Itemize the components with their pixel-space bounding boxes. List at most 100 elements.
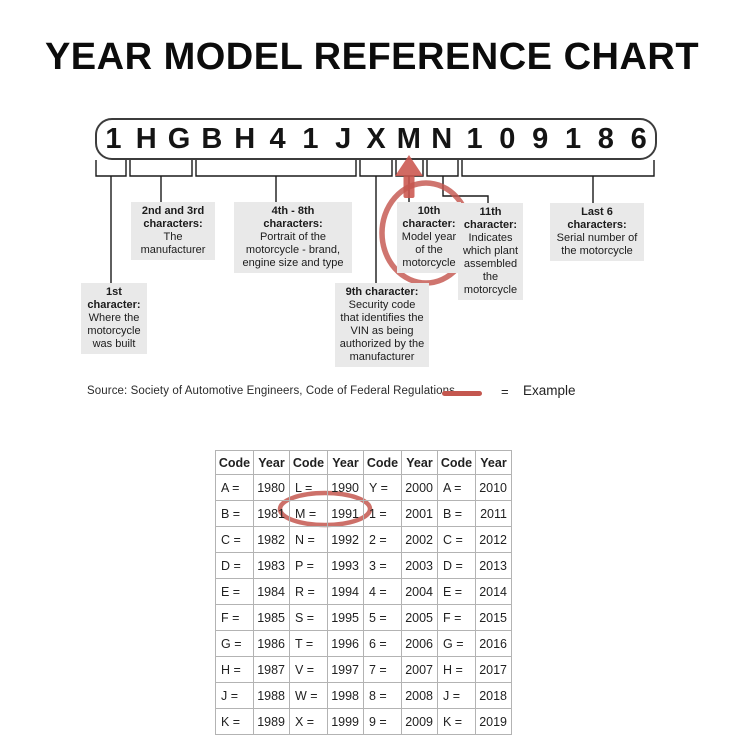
- table-row: F = 1985 S = 1995 5 = 2005 F = 2015: [215, 604, 512, 631]
- vin-character: G: [167, 123, 191, 155]
- source-text: Source: Society of Automotive Engineers,…: [87, 385, 455, 397]
- code-cell: P =: [289, 552, 328, 579]
- year-cell: 1984: [253, 578, 290, 605]
- table-header-cell: Year: [401, 450, 438, 475]
- year-cell: 1999: [327, 708, 364, 735]
- code-cell: G =: [215, 630, 254, 657]
- table-row: D = 1983 P = 1993 3 = 2003 D = 2013: [215, 552, 512, 579]
- page-title: YEAR MODEL REFERENCE CHART: [44, 36, 700, 78]
- code-cell: J =: [437, 682, 476, 709]
- year-cell: 1994: [327, 578, 364, 605]
- vin-character: X: [366, 123, 386, 155]
- code-cell: A =: [215, 474, 254, 501]
- code-cell: F =: [215, 604, 254, 631]
- year-cell: 2015: [475, 604, 512, 631]
- callout-2nd-3rd-characters: 2nd and 3rd characters: The manufacturer: [131, 202, 215, 260]
- code-cell: W =: [289, 682, 328, 709]
- vin-character: 1: [564, 123, 582, 155]
- code-cell: L =: [289, 474, 328, 501]
- table-header-cell: Code: [289, 450, 328, 475]
- year-cell: 1982: [253, 526, 290, 553]
- year-cell: 2016: [475, 630, 512, 657]
- code-cell: 8 =: [363, 682, 402, 709]
- year-cell: 1995: [327, 604, 364, 631]
- code-cell: V =: [289, 656, 328, 683]
- code-cell: 4 =: [363, 578, 402, 605]
- vin-character: 1: [302, 123, 319, 155]
- code-cell: Y =: [363, 474, 402, 501]
- code-cell: D =: [215, 552, 254, 579]
- year-cell: 2017: [475, 656, 512, 683]
- code-cell: 7 =: [363, 656, 402, 683]
- year-cell: 2004: [401, 578, 438, 605]
- year-cell: 1998: [327, 682, 364, 709]
- vin-character: 6: [630, 123, 647, 155]
- code-cell: C =: [437, 526, 476, 553]
- code-cell: B =: [437, 500, 476, 527]
- year-cell: 2001: [401, 500, 438, 527]
- year-cell: 2010: [475, 474, 512, 501]
- vin-character: B: [201, 123, 223, 155]
- code-cell: 6 =: [363, 630, 402, 657]
- code-cell: S =: [289, 604, 328, 631]
- table-header-cell: Year: [327, 450, 364, 475]
- year-cell: 2005: [401, 604, 438, 631]
- vin-character: 8: [597, 123, 614, 155]
- table-row: A = 1980 L = 1990 Y = 2000 A = 2010: [215, 474, 512, 501]
- table-header-cell: Code: [215, 450, 254, 475]
- year-cell: 1996: [327, 630, 364, 657]
- callout-4th-8th-characters: 4th - 8th characters: Portrait of the mo…: [234, 202, 352, 273]
- code-cell: 5 =: [363, 604, 402, 631]
- year-cell: 2011: [475, 500, 512, 527]
- vin-character: 9: [532, 123, 549, 155]
- vin-character: M: [396, 123, 421, 155]
- code-cell: J =: [215, 682, 254, 709]
- year-cell: 2014: [475, 578, 512, 605]
- code-cell: M =: [289, 500, 328, 527]
- red-arrow-annotation: [395, 155, 423, 198]
- year-cell: 2018: [475, 682, 512, 709]
- callout-last-6-characters: Last 6 characters: Serial number of the …: [550, 203, 644, 261]
- vin-character: N: [431, 123, 453, 155]
- code-cell: G =: [437, 630, 476, 657]
- callout-heading: Last 6 characters:: [567, 206, 627, 231]
- year-cell: 2009: [401, 708, 438, 735]
- table-header-row: Code Year Code Year Code Year Code Year: [215, 450, 512, 475]
- code-cell: K =: [215, 708, 254, 735]
- year-cell: 1986: [253, 630, 290, 657]
- year-cell: 1997: [327, 656, 364, 683]
- code-cell: E =: [215, 578, 254, 605]
- callout-1st-character: 1st character: Where the motorcycle was …: [81, 283, 147, 354]
- callout-body: Model year of the motorcycle: [401, 231, 457, 269]
- year-cell: 2002: [401, 526, 438, 553]
- callout-heading: 2nd and 3rd characters:: [141, 205, 205, 230]
- example-legend-line: [442, 391, 482, 396]
- table-row: C = 1982 N = 1992 2 = 2002 C = 2012: [215, 526, 512, 553]
- table-header-cell: Code: [363, 450, 402, 475]
- table-header-cell: Code: [437, 450, 476, 475]
- code-cell: F =: [437, 604, 476, 631]
- callout-9th-character: 9th character: Security code that identi…: [335, 283, 429, 367]
- code-cell: D =: [437, 552, 476, 579]
- code-cell: B =: [215, 500, 254, 527]
- code-cell: X =: [289, 708, 328, 735]
- code-cell: 2 =: [363, 526, 402, 553]
- code-cell: N =: [289, 526, 328, 553]
- table-row: H = 1987 V = 1997 7 = 2007 H = 2017: [215, 656, 512, 683]
- year-code-table: Code Year Code Year Code Year Code Year A = 1980…: [215, 450, 512, 735]
- year-cell: 1983: [253, 552, 290, 579]
- code-cell: A =: [437, 474, 476, 501]
- year-cell: 1992: [327, 526, 364, 553]
- year-cell: 2019: [475, 708, 512, 735]
- code-cell: E =: [437, 578, 476, 605]
- year-cell: 1990: [327, 474, 364, 501]
- callout-body: The manufacturer: [140, 231, 206, 256]
- callout-heading: 9th character:: [345, 286, 419, 298]
- table-row: J = 1988 W = 1998 8 = 2008 J = 2018: [215, 682, 512, 709]
- year-cell: 2008: [401, 682, 438, 709]
- code-cell: H =: [215, 656, 254, 683]
- example-label: Example: [523, 383, 576, 398]
- callout-body: Indicates which plant assembled the moto…: [462, 232, 519, 296]
- vin-character: 4: [269, 123, 286, 155]
